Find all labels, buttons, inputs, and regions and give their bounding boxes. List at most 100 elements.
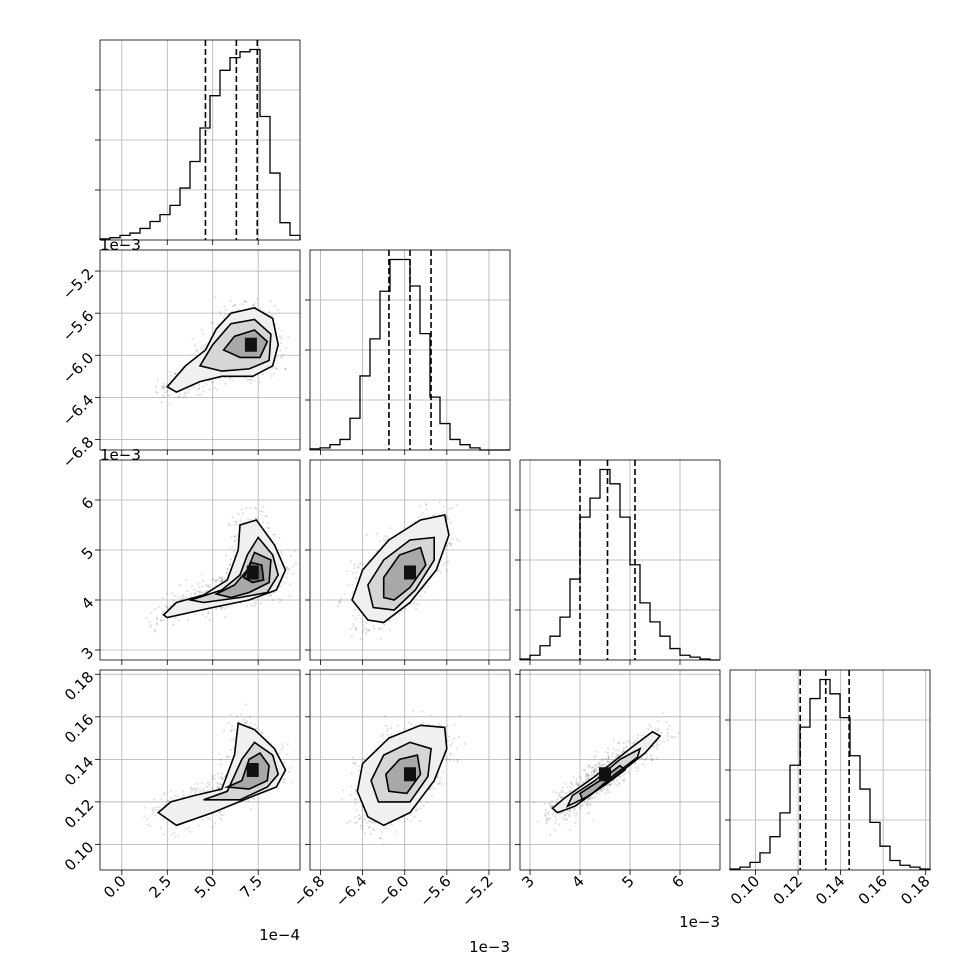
sample-point	[590, 766, 593, 770]
sample-point	[381, 733, 384, 736]
sample-point	[549, 818, 552, 821]
sample-point	[601, 763, 604, 767]
sample-point	[169, 378, 172, 381]
sample-point	[255, 507, 258, 510]
sample-point	[425, 503, 428, 506]
sample-point	[610, 782, 614, 786]
sample-point	[245, 605, 249, 608]
sample-point	[384, 534, 387, 538]
sample-point	[580, 777, 583, 780]
sample-point	[436, 775, 439, 778]
sample-point	[211, 578, 214, 581]
sample-point	[590, 797, 594, 800]
sample-point	[561, 817, 565, 820]
sample-point	[229, 377, 232, 380]
sample-point	[279, 335, 282, 338]
sample-point	[279, 355, 282, 359]
sample-point	[666, 727, 669, 731]
sample-point	[190, 592, 193, 595]
sample-point	[362, 563, 365, 566]
sample-point	[159, 619, 162, 622]
sample-point	[650, 757, 653, 760]
sample-point	[420, 595, 423, 598]
sample-point	[536, 820, 539, 823]
sample-point	[663, 740, 666, 743]
sample-point	[217, 782, 220, 785]
sample-point	[219, 576, 222, 579]
sample-point	[441, 511, 444, 514]
sample-point	[615, 753, 618, 756]
sample-point	[219, 810, 222, 814]
sample-point	[407, 721, 410, 724]
sample-point	[586, 777, 589, 780]
sample-point	[386, 733, 389, 736]
sample-point	[162, 382, 165, 385]
sample-point	[563, 811, 566, 814]
sample-point	[236, 538, 239, 541]
sample-point	[200, 592, 203, 595]
sample-point	[618, 783, 621, 786]
sample-point	[169, 371, 172, 374]
sample-point	[448, 758, 451, 761]
sample-point	[218, 576, 221, 580]
sample-point	[195, 590, 198, 593]
sample-point	[230, 536, 233, 539]
sample-point	[576, 812, 579, 815]
sample-point	[170, 374, 173, 377]
sample-point	[564, 782, 567, 785]
sample-point	[410, 722, 413, 726]
sample-point	[601, 757, 604, 761]
sample-point	[354, 802, 357, 805]
sample-point	[233, 539, 236, 542]
sample-point	[589, 802, 592, 805]
sample-point	[278, 752, 281, 755]
contour-line	[370, 741, 432, 803]
sample-point	[662, 712, 665, 715]
sample-point	[292, 572, 295, 575]
sample-point	[222, 316, 225, 319]
sample-point	[386, 730, 389, 733]
sample-point	[621, 774, 624, 777]
sample-point	[622, 746, 625, 749]
sample-point	[412, 602, 415, 605]
sample-point	[569, 810, 572, 813]
sample-point	[252, 304, 255, 307]
sample-point	[229, 738, 232, 741]
sample-point	[625, 745, 628, 748]
sample-point	[436, 570, 439, 573]
x-tick-label: −6.0	[374, 872, 412, 910]
density-fill	[580, 765, 625, 800]
sample-point	[564, 818, 567, 821]
sample-point	[346, 821, 349, 824]
sample-point	[231, 724, 234, 728]
sample-point	[202, 788, 205, 791]
sample-point	[207, 586, 210, 589]
sample-point	[254, 302, 258, 305]
sample-point	[359, 824, 363, 827]
sample-point	[581, 803, 584, 806]
sample-point	[270, 594, 273, 598]
sample-point	[268, 310, 271, 313]
sample-point	[259, 510, 262, 513]
x-tick-label: 7.5	[236, 872, 266, 902]
sample-point	[563, 814, 566, 817]
sample-point	[603, 786, 606, 789]
sample-point	[193, 588, 196, 591]
sample-point	[592, 769, 595, 772]
sample-point	[586, 812, 589, 815]
sample-point	[220, 606, 223, 609]
sample-point	[382, 539, 385, 542]
sample-point	[219, 313, 222, 316]
sample-point	[605, 751, 608, 754]
sample-point	[612, 779, 615, 782]
sample-point	[193, 593, 196, 596]
density-peak	[404, 767, 416, 782]
sample-point	[269, 299, 272, 303]
sample-point	[579, 804, 582, 807]
sample-point	[282, 777, 285, 781]
sample-point	[568, 813, 571, 816]
sample-point	[205, 383, 208, 386]
sample-point	[233, 304, 236, 307]
sample-point	[352, 614, 355, 617]
sample-point	[584, 802, 587, 805]
